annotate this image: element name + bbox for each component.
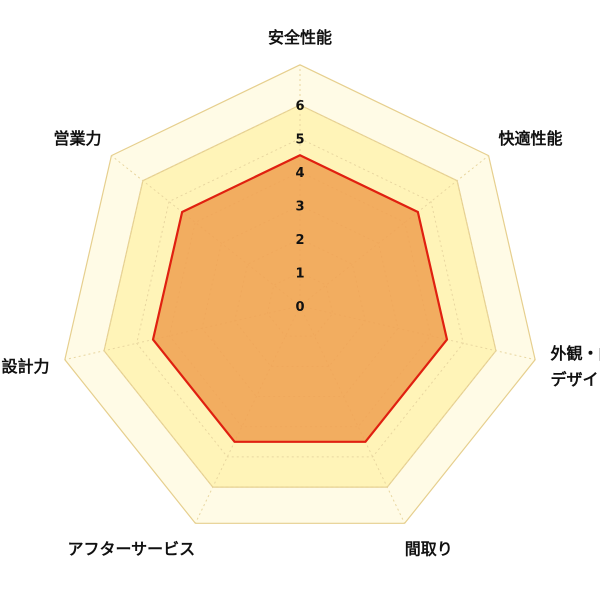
axis-label-2-line-0: 外観・内観	[549, 344, 600, 363]
axis-label-2-line-1: デザイン	[550, 370, 600, 389]
tick-label-6: 6	[295, 99, 304, 114]
series-area	[151, 154, 449, 443]
axis-label-5-line-0: 設計力	[2, 357, 50, 376]
tick-label-3: 3	[295, 200, 304, 215]
grid-ring-6	[103, 104, 497, 488]
axis-label-0-line-0: 安全性能	[268, 28, 332, 47]
tick-label-4: 4	[295, 166, 304, 181]
tick-label-0: 0	[295, 300, 304, 315]
tick-label-2: 2	[295, 233, 304, 248]
axis-label-6-line-0: 営業力	[54, 129, 102, 148]
radar-series	[151, 154, 449, 443]
tick-label-1: 1	[295, 267, 304, 282]
axis-label-4-line-0: アフターサービス	[68, 540, 196, 559]
radar-tick-labels: 0 1 2 3 4 5 6	[295, 99, 304, 315]
axis-label-3-line-0: 間取り	[405, 540, 453, 559]
tick-label-5: 5	[295, 133, 304, 148]
axis-label-1-line-0: 快適性能	[498, 129, 562, 148]
